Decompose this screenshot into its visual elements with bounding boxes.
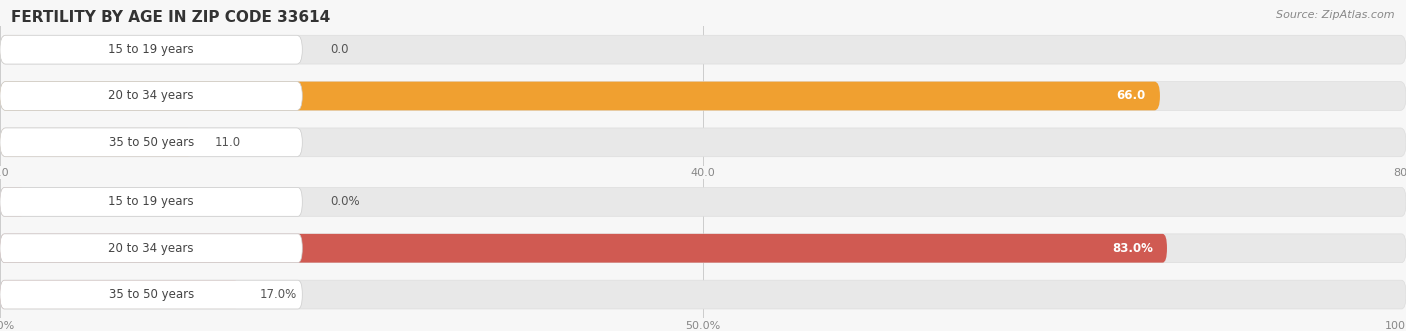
FancyBboxPatch shape: [0, 280, 239, 309]
FancyBboxPatch shape: [0, 35, 302, 64]
Text: 0.0%: 0.0%: [330, 195, 360, 209]
Text: 15 to 19 years: 15 to 19 years: [108, 43, 194, 56]
FancyBboxPatch shape: [0, 280, 302, 309]
Text: 20 to 34 years: 20 to 34 years: [108, 242, 194, 255]
FancyBboxPatch shape: [0, 35, 1406, 64]
FancyBboxPatch shape: [0, 128, 302, 157]
Text: FERTILITY BY AGE IN ZIP CODE 33614: FERTILITY BY AGE IN ZIP CODE 33614: [11, 10, 330, 25]
FancyBboxPatch shape: [0, 280, 1406, 309]
Text: 17.0%: 17.0%: [260, 288, 297, 301]
FancyBboxPatch shape: [0, 234, 302, 262]
FancyBboxPatch shape: [0, 188, 25, 216]
Text: 15 to 19 years: 15 to 19 years: [108, 195, 194, 209]
Text: 11.0: 11.0: [214, 136, 240, 149]
Text: 35 to 50 years: 35 to 50 years: [108, 136, 194, 149]
Text: 20 to 34 years: 20 to 34 years: [108, 89, 194, 103]
Text: 83.0%: 83.0%: [1112, 242, 1153, 255]
Text: 35 to 50 years: 35 to 50 years: [108, 288, 194, 301]
FancyBboxPatch shape: [0, 234, 1406, 262]
FancyBboxPatch shape: [0, 82, 302, 110]
FancyBboxPatch shape: [0, 82, 1160, 110]
FancyBboxPatch shape: [0, 234, 1167, 262]
Text: 0.0: 0.0: [330, 43, 349, 56]
FancyBboxPatch shape: [0, 188, 302, 216]
FancyBboxPatch shape: [0, 35, 25, 64]
FancyBboxPatch shape: [0, 82, 1406, 110]
FancyBboxPatch shape: [0, 188, 1406, 216]
FancyBboxPatch shape: [0, 128, 194, 157]
FancyBboxPatch shape: [0, 128, 1406, 157]
Text: Source: ZipAtlas.com: Source: ZipAtlas.com: [1277, 10, 1395, 20]
Text: 66.0: 66.0: [1116, 89, 1146, 103]
